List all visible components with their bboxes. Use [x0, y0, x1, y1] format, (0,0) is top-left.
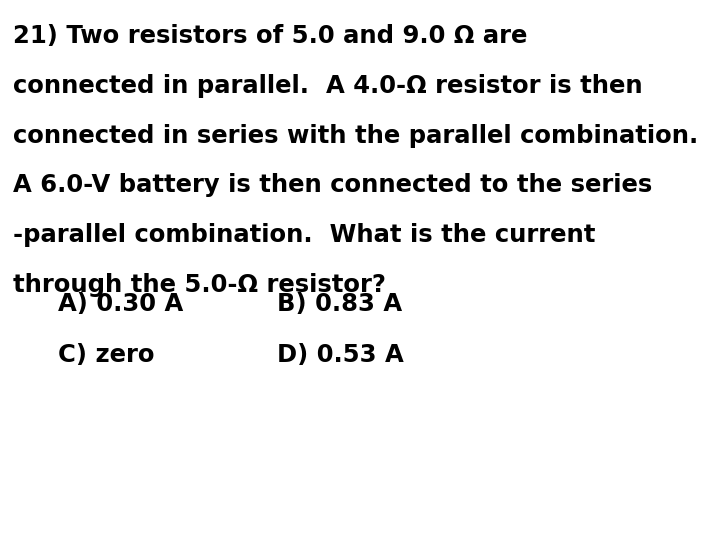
- Text: D) 0.53 A: D) 0.53 A: [277, 343, 404, 367]
- Text: A 6.0-V battery is then connected to the series: A 6.0-V battery is then connected to the…: [13, 173, 652, 197]
- Text: connected in series with the parallel combination.: connected in series with the parallel co…: [13, 124, 698, 147]
- Text: connected in parallel.  A 4.0-Ω resistor is then: connected in parallel. A 4.0-Ω resistor …: [13, 74, 642, 98]
- Text: B) 0.83 A: B) 0.83 A: [277, 292, 402, 315]
- Text: 21) Two resistors of 5.0 and 9.0 Ω are: 21) Two resistors of 5.0 and 9.0 Ω are: [13, 24, 527, 48]
- Text: A) 0.30 A: A) 0.30 A: [58, 292, 183, 315]
- Text: -parallel combination.  What is the current: -parallel combination. What is the curre…: [13, 223, 595, 247]
- Text: through the 5.0-Ω resistor?: through the 5.0-Ω resistor?: [13, 273, 386, 296]
- Text: C) zero: C) zero: [58, 343, 154, 367]
